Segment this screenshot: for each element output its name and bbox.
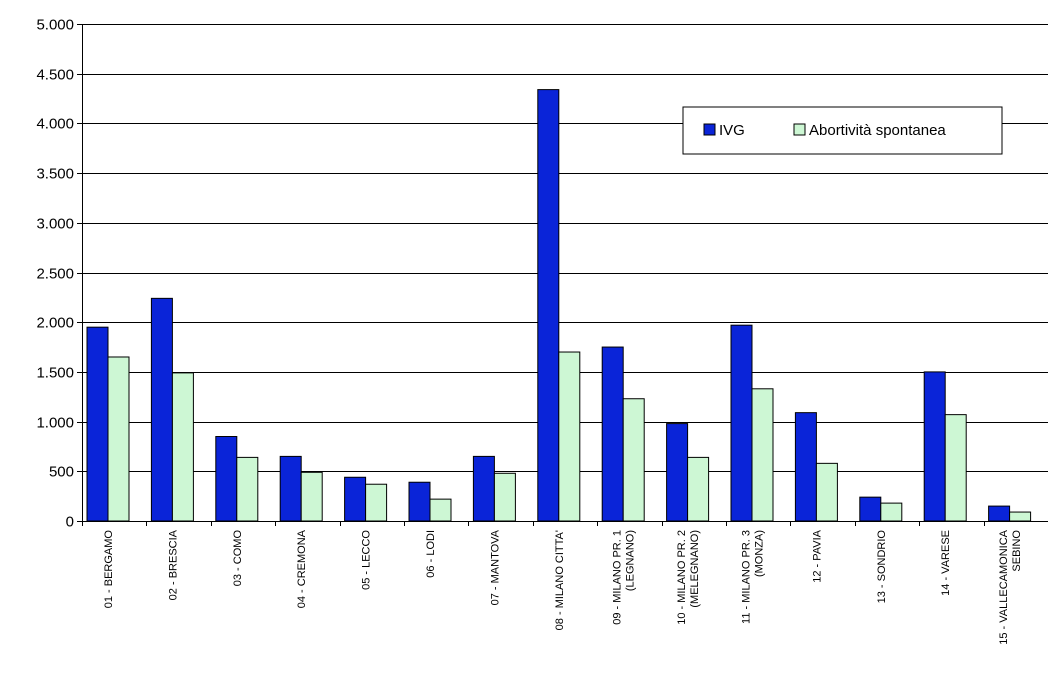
bar-ivg (601, 346, 624, 522)
y-tick-label: 5.000 (36, 17, 74, 34)
bar-abortivita-spontanea (944, 414, 967, 522)
x-category-label-line: 03 - COMO (232, 530, 244, 587)
bar-abortivita-spontanea (815, 462, 838, 522)
bar-abortivita-spontanea (300, 471, 323, 522)
x-category-label: 14 - VARESE (940, 530, 952, 596)
bar-ivg (794, 412, 817, 522)
x-category-label: 11 - MILANO PR. 3 (MONZA) (741, 530, 766, 624)
axes (82, 24, 1048, 526)
bar-ivg (408, 481, 431, 522)
x-category-label-line: 10 - MILANO PR. 2 (676, 530, 688, 625)
y-axis-ticks: 0 500 1.000 1.500 2.000 2.500 3.000 3.500 4.000 4… (36, 17, 82, 531)
x-category-label-line: (MELEGNANO) (689, 530, 701, 608)
bar-abortivita-spontanea (622, 398, 645, 522)
x-category-label-line: 14 - VARESE (940, 530, 952, 596)
legend-swatch-ivg (703, 123, 716, 136)
bar-ivg (86, 326, 109, 522)
bar-abortivita-spontanea (558, 351, 581, 522)
y-tick-label: 4.500 (36, 67, 74, 84)
x-category-label: 10 - MILANO PR. 2 (MELEGNANO) (676, 530, 701, 625)
x-category-label: 12 - PAVIA (811, 529, 823, 582)
bar-abortivita-spontanea (107, 356, 130, 522)
bar-ivg (988, 505, 1011, 522)
y-tick-label: 1.500 (36, 365, 74, 382)
x-category-label: 15 - VALLECAMONICA SEBINO (998, 529, 1023, 644)
bar-abortivita-spontanea (429, 498, 452, 522)
x-category-label: 07 - MANTOVA (489, 529, 501, 605)
x-category-label: 13 - SONDRIO (876, 530, 888, 604)
grid-lines (82, 24, 1048, 472)
x-axis-labels: 01 - BERGAMO 02 - BRESCIA 03 - COMO 04 - CR… (103, 529, 1023, 644)
bar-abortivita-spontanea (687, 456, 710, 522)
bar-ivg (472, 455, 495, 522)
x-category-label: 04 - CREMONA (296, 529, 308, 608)
x-category-label: 05 - LECCO (361, 530, 373, 590)
bar-abortivita-spontanea (493, 472, 516, 522)
y-tick-label: 1.000 (36, 415, 74, 432)
bar-abortivita-spontanea (751, 388, 774, 522)
x-category-label-line: 11 - MILANO PR. 3 (741, 530, 753, 624)
x-category-label-line: 01 - BERGAMO (103, 530, 115, 609)
x-category-label: 08 - MILANO CITTA' (554, 530, 566, 630)
bar-ivg (666, 423, 689, 522)
x-category-label: 09 - MILANO PR. 1 (LEGNANO) (612, 530, 637, 625)
bar-ivg (859, 496, 882, 522)
y-tick-label: 3.000 (36, 216, 74, 233)
bar-ivg (150, 297, 173, 522)
x-category-label-line: 06 - LODI (425, 530, 437, 578)
y-tick-label: 500 (49, 464, 74, 481)
bar-abortivita-spontanea (1009, 511, 1032, 522)
x-category-label-line: 15 - VALLECAMONICA (998, 529, 1010, 644)
x-category-label: 01 - BERGAMO (103, 530, 115, 609)
bar-abortivita-spontanea (171, 372, 194, 522)
x-category-label-line: (MONZA) (754, 530, 766, 577)
legend-box (682, 106, 1003, 155)
bar-ivg (279, 455, 302, 522)
x-category-label-line: 13 - SONDRIO (876, 530, 888, 604)
x-category-label-line: SEBINO (1011, 530, 1023, 572)
bar-ivg (215, 436, 238, 522)
y-tick-label: 2.500 (36, 266, 74, 283)
y-tick-label: 2.000 (36, 315, 74, 332)
y-tick-label: 4.000 (36, 116, 74, 133)
x-category-label-line: 04 - CREMONA (296, 529, 308, 608)
x-category-label: 03 - COMO (232, 530, 244, 587)
bar-abortivita-spontanea (880, 502, 903, 522)
bar-ivg (537, 89, 560, 522)
bar-ivg (344, 476, 367, 522)
y-tick-label: 3.500 (36, 166, 74, 183)
bar-ivg (730, 324, 753, 522)
bar-abortivita-spontanea (365, 483, 388, 522)
x-category-label-line: 05 - LECCO (361, 530, 373, 590)
legend-swatch-abortivita-spontanea (793, 123, 806, 136)
y-tick-label: 0 (66, 514, 74, 531)
legend: IVG Abortività spontanea (682, 106, 1003, 155)
x-category-label: 02 - BRESCIA (167, 529, 179, 600)
legend-label-abortivita-spontanea: Abortività spontanea (809, 122, 946, 139)
x-category-label-line: (LEGNANO) (625, 530, 637, 591)
x-category-label: 06 - LODI (425, 530, 437, 578)
bar-abortivita-spontanea (236, 456, 259, 522)
x-category-label-line: 12 - PAVIA (811, 529, 823, 582)
x-category-label-line: 09 - MILANO PR. 1 (612, 530, 624, 625)
bar-ivg (923, 371, 946, 522)
bars (86, 89, 1032, 522)
legend-label-ivg: IVG (719, 122, 745, 139)
x-category-label-line: 08 - MILANO CITTA' (554, 530, 566, 630)
x-category-label-line: 07 - MANTOVA (489, 529, 501, 605)
x-category-label-line: 02 - BRESCIA (167, 529, 179, 600)
